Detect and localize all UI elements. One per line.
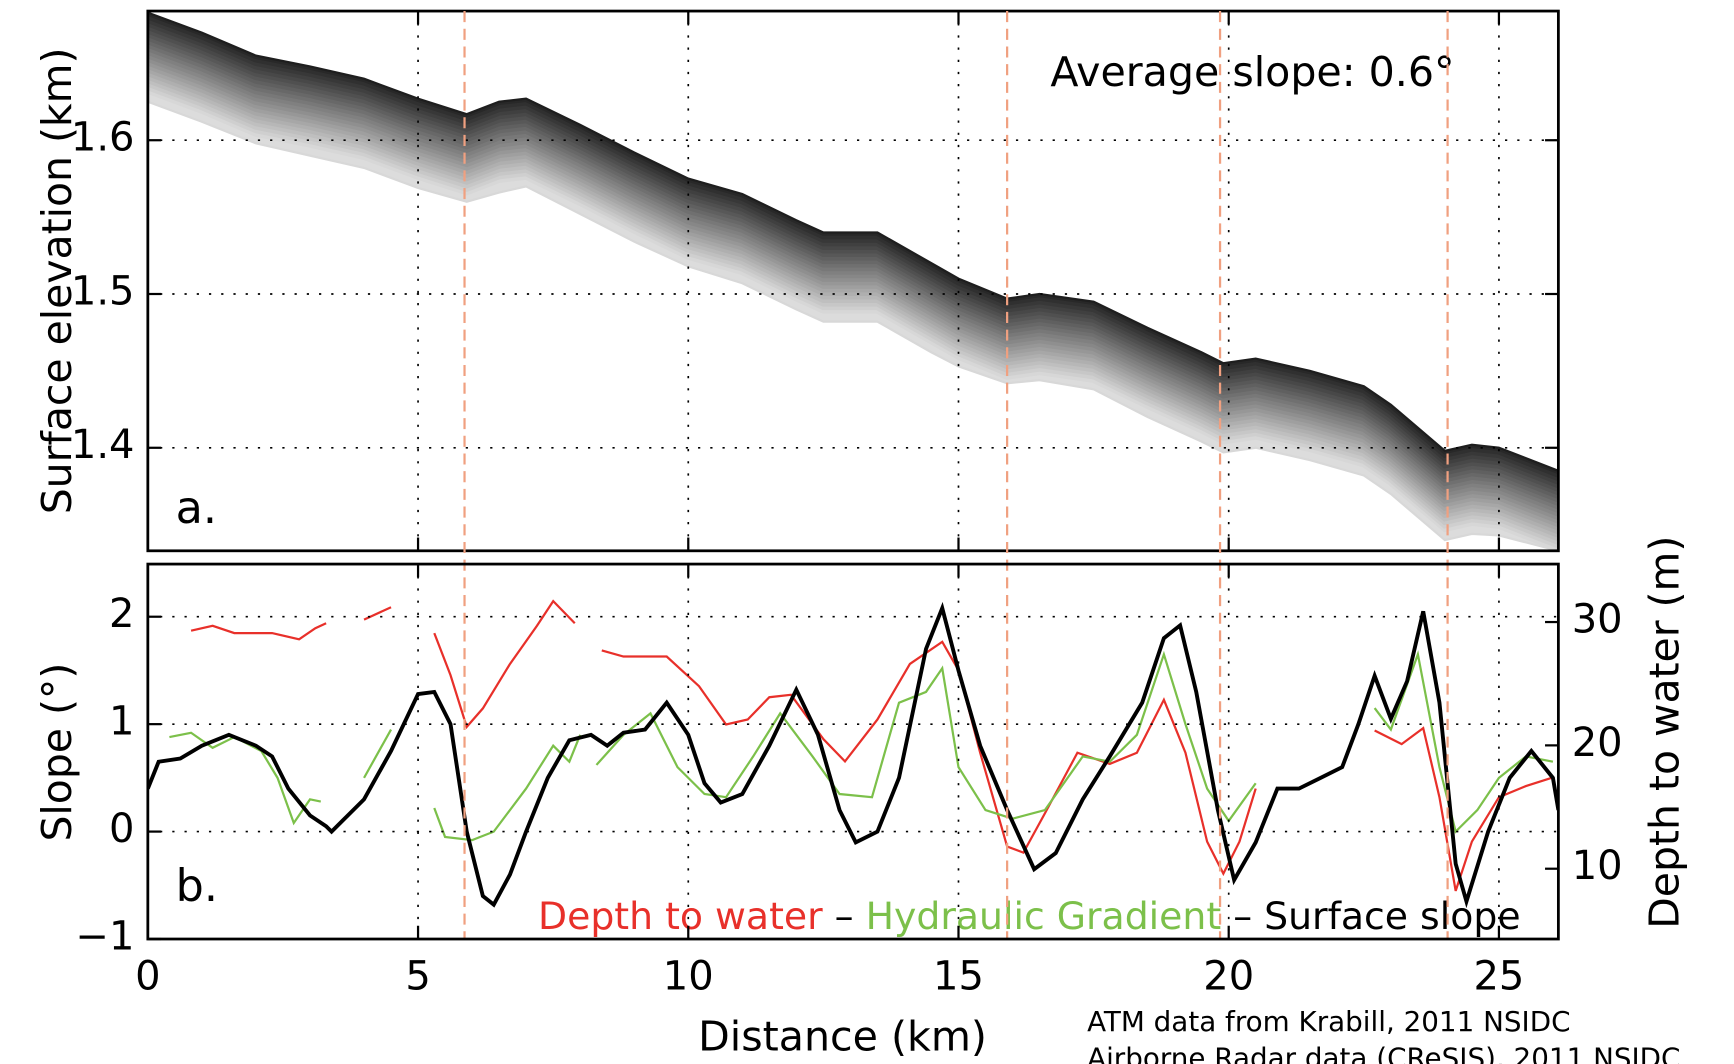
y-tick-label: 0 (109, 806, 134, 852)
x-tick-label: 20 (1203, 953, 1254, 999)
legend-separator: – (1233, 894, 1252, 938)
annotation: Average slope: 0.6° (1050, 48, 1454, 96)
series-line (190, 599, 1554, 892)
plot-area (147, 599, 1559, 909)
y2-axis-label: Depth to water (m) (1640, 536, 1688, 929)
series-line (169, 650, 1554, 842)
credit: Airborne Radar data (CReSIS), 2011 NSIDC (1087, 1042, 1680, 1064)
band-edge (147, 100, 1559, 552)
y-tick-label: 1.4 (71, 422, 135, 468)
y-tick-label: 1.6 (71, 115, 135, 161)
x-tick-label: 10 (663, 953, 714, 999)
legend-entry: Surface slope (1264, 894, 1520, 938)
y-axis-label: Slope (°) (33, 663, 81, 842)
x-axis-label: Distance (km) (698, 1013, 987, 1061)
panel-label: a. (176, 483, 217, 534)
axes-frame (146, 9, 1560, 553)
y2-tick-label: 10 (1572, 843, 1623, 889)
x-tick-label: 15 (933, 953, 984, 999)
x-tick-label: 5 (405, 953, 430, 999)
y-tick-label: 1 (109, 699, 134, 745)
y-axis-label: Surface elevation (km) (33, 48, 81, 515)
y-tick-label: −1 (76, 914, 135, 960)
band-edge (147, 11, 1559, 472)
y2-tick-label: 30 (1572, 597, 1623, 643)
y-tick-label: 2 (109, 591, 134, 637)
credit: ATM data from Krabill, 2011 NSIDC (1087, 1005, 1570, 1038)
y2-tick-label: 20 (1572, 720, 1623, 766)
legend-separator: – (835, 894, 854, 938)
panel-label: b. (176, 861, 218, 912)
y-tick-label: 1.5 (71, 269, 135, 315)
axes-frame (146, 562, 1560, 941)
x-tick-label: 25 (1473, 953, 1524, 999)
legend: Depth to water – Hydraulic Gradient – Su… (538, 894, 1521, 938)
x-tick-label: 0 (135, 953, 160, 999)
legend-entry: Depth to water (538, 894, 823, 938)
series-line (147, 601, 1559, 909)
legend-entry: Hydraulic Gradient (866, 894, 1222, 938)
